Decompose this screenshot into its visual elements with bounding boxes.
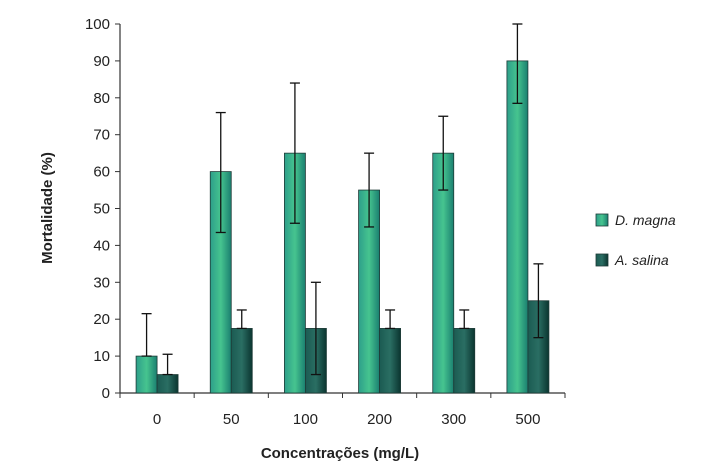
bars [135,60,550,394]
x-tick-label: 0 [153,411,161,428]
tick-labels: 0 10 20 30 40 50 60 70 80 90 100 0 50 100 200 300 500 [85,16,540,428]
bar-asalina [453,328,476,394]
y-axis-title: Mortalidade (%) [39,152,56,264]
y-tick-label: 40 [93,237,110,254]
bar-asalina [379,328,401,394]
y-tick-label: 0 [102,385,110,402]
bar-asalina [230,328,253,394]
legend-label: D. magna [615,212,676,228]
bar-asalina [156,374,179,394]
y-tick-label: 90 [93,53,110,70]
y-tick-label: 100 [85,16,110,33]
x-tick-label: 500 [515,411,540,428]
bar-dmagna [506,60,529,394]
y-tick-label: 80 [93,90,110,107]
axes [115,23,566,398]
x-tick-label: 200 [367,411,392,428]
x-tick-label: 300 [441,411,466,428]
x-tick-label: 100 [293,411,318,428]
x-tick-label: 50 [223,411,240,428]
legend: D. magna A. salina [595,212,676,268]
legend-label: A. salina [614,252,669,268]
y-tick-label: 20 [93,311,110,328]
y-tick-label: 10 [93,348,110,365]
y-tick-label: 50 [93,201,110,218]
bar-dmagna [135,355,158,394]
y-tick-label: 70 [93,127,110,144]
legend-swatch [595,253,609,267]
y-tick-label: 30 [93,274,110,291]
error-bars [141,23,544,376]
x-axis-title: Concentrações (mg/L) [261,445,419,462]
legend-swatch [595,213,609,227]
y-tick-label: 60 [93,164,110,181]
